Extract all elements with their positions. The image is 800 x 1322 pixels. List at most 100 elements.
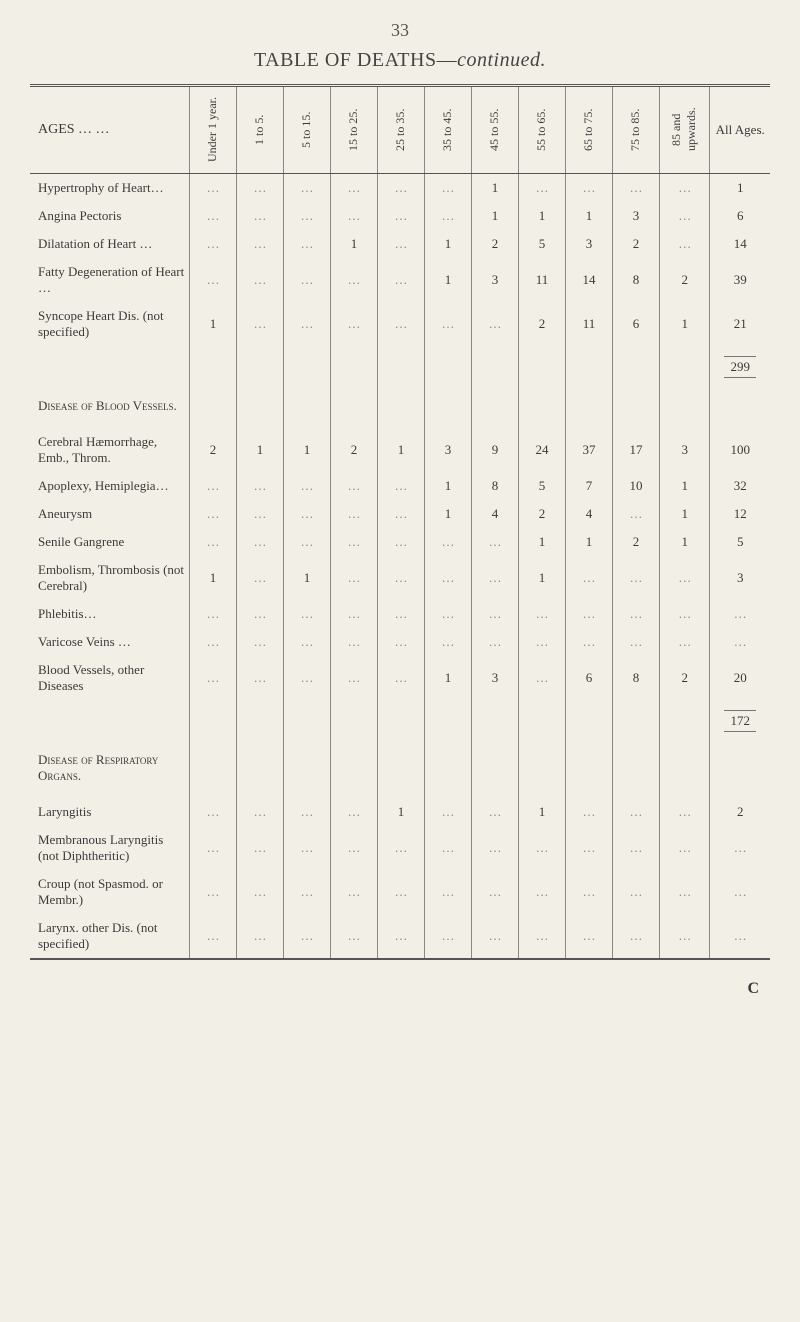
data-cell: … <box>377 914 424 959</box>
data-cell: 1 <box>518 528 565 556</box>
data-cell: … <box>518 628 565 656</box>
empty-cell <box>236 346 283 384</box>
data-cell: … <box>377 600 424 628</box>
row-total: 32 <box>710 472 770 500</box>
empty-label <box>30 700 189 738</box>
col-55-65: 55 to 65. <box>518 86 565 174</box>
section-total-row: 299 <box>30 346 770 384</box>
table-title: TABLE OF DEATHS—continued. <box>30 49 770 72</box>
data-cell: 2 <box>612 528 659 556</box>
col-85-up: 85 and upwards. <box>659 86 709 174</box>
empty-cell <box>236 700 283 738</box>
data-cell: … <box>330 826 377 870</box>
row-total: 100 <box>710 428 770 472</box>
col-15-25: 15 to 25. <box>330 86 377 174</box>
data-cell: 1 <box>518 202 565 230</box>
row-total: 14 <box>710 230 770 258</box>
section-total-row: 172 <box>30 700 770 738</box>
empty-cell <box>659 738 709 798</box>
data-cell: 1 <box>377 428 424 472</box>
data-cell: … <box>189 528 236 556</box>
data-cell: … <box>424 914 471 959</box>
row-label: Angina Pectoris <box>30 202 189 230</box>
data-cell: … <box>283 826 330 870</box>
data-cell: … <box>424 826 471 870</box>
row-label: Phlebitis… <box>30 600 189 628</box>
data-cell: … <box>471 302 518 346</box>
empty-cell <box>424 738 471 798</box>
data-cell: … <box>424 302 471 346</box>
data-cell: … <box>659 174 709 203</box>
empty-total <box>710 738 770 798</box>
data-cell: … <box>236 528 283 556</box>
data-cell: … <box>236 870 283 914</box>
data-cell: 1 <box>424 230 471 258</box>
data-cell: 1 <box>424 258 471 302</box>
data-cell: … <box>565 628 612 656</box>
data-cell: … <box>283 230 330 258</box>
empty-cell <box>565 738 612 798</box>
data-cell: … <box>330 870 377 914</box>
data-cell: … <box>424 870 471 914</box>
section-label: Disease of Blood Vessels. <box>30 384 189 428</box>
data-cell: … <box>377 628 424 656</box>
row-label: Varicose Veins … <box>30 628 189 656</box>
table-row: Senile Gangrene…………………11215 <box>30 528 770 556</box>
data-cell: … <box>565 870 612 914</box>
data-cell: … <box>424 628 471 656</box>
data-cell: 1 <box>659 528 709 556</box>
data-cell: … <box>565 826 612 870</box>
data-cell: 8 <box>612 656 659 700</box>
empty-cell <box>424 700 471 738</box>
table-row: Embolism, Thrombosis (not Cerebral)1…1……… <box>30 556 770 600</box>
empty-cell <box>377 346 424 384</box>
row-label: Senile Gangrene <box>30 528 189 556</box>
data-cell: 3 <box>471 258 518 302</box>
data-cell: … <box>236 600 283 628</box>
data-cell: … <box>659 870 709 914</box>
data-cell: … <box>330 556 377 600</box>
data-cell: … <box>330 202 377 230</box>
data-cell: 1 <box>424 656 471 700</box>
data-cell: … <box>236 798 283 826</box>
col-65-75: 65 to 75. <box>565 86 612 174</box>
table-row: Croup (not Spasmod. or Membr.)…………………………… <box>30 870 770 914</box>
data-cell: … <box>659 230 709 258</box>
data-cell: … <box>189 202 236 230</box>
data-cell: … <box>189 870 236 914</box>
data-cell: 2 <box>330 428 377 472</box>
data-cell: … <box>283 870 330 914</box>
table-body: Hypertrophy of Heart…………………1…………1Angina … <box>30 174 770 960</box>
data-cell: … <box>565 914 612 959</box>
row-total: … <box>710 914 770 959</box>
data-cell: … <box>189 914 236 959</box>
data-cell: … <box>330 258 377 302</box>
data-cell: … <box>236 258 283 302</box>
data-cell: 2 <box>612 230 659 258</box>
data-cell: … <box>471 826 518 870</box>
data-cell: 1 <box>659 302 709 346</box>
col-1-5: 1 to 5. <box>236 86 283 174</box>
data-cell: … <box>236 230 283 258</box>
data-cell: 1 <box>471 174 518 203</box>
table-row: Blood Vessels, other Diseases……………13…682… <box>30 656 770 700</box>
data-cell: 1 <box>330 230 377 258</box>
data-cell: … <box>424 174 471 203</box>
data-cell: … <box>283 302 330 346</box>
data-cell: … <box>189 826 236 870</box>
col-all-ages: All Ages. <box>710 86 770 174</box>
data-cell: 2 <box>518 302 565 346</box>
data-cell: 1 <box>565 202 612 230</box>
empty-cell <box>283 700 330 738</box>
data-cell: … <box>377 472 424 500</box>
table-header-row: AGES … … Under 1 year. 1 to 5. 5 to 15. … <box>30 86 770 174</box>
data-cell: 4 <box>565 500 612 528</box>
empty-cell <box>518 346 565 384</box>
data-cell: … <box>659 556 709 600</box>
data-cell: … <box>424 528 471 556</box>
empty-cell <box>330 384 377 428</box>
empty-cell <box>471 346 518 384</box>
col-under-1: Under 1 year. <box>189 86 236 174</box>
data-cell: 1 <box>424 472 471 500</box>
data-cell: 4 <box>471 500 518 528</box>
